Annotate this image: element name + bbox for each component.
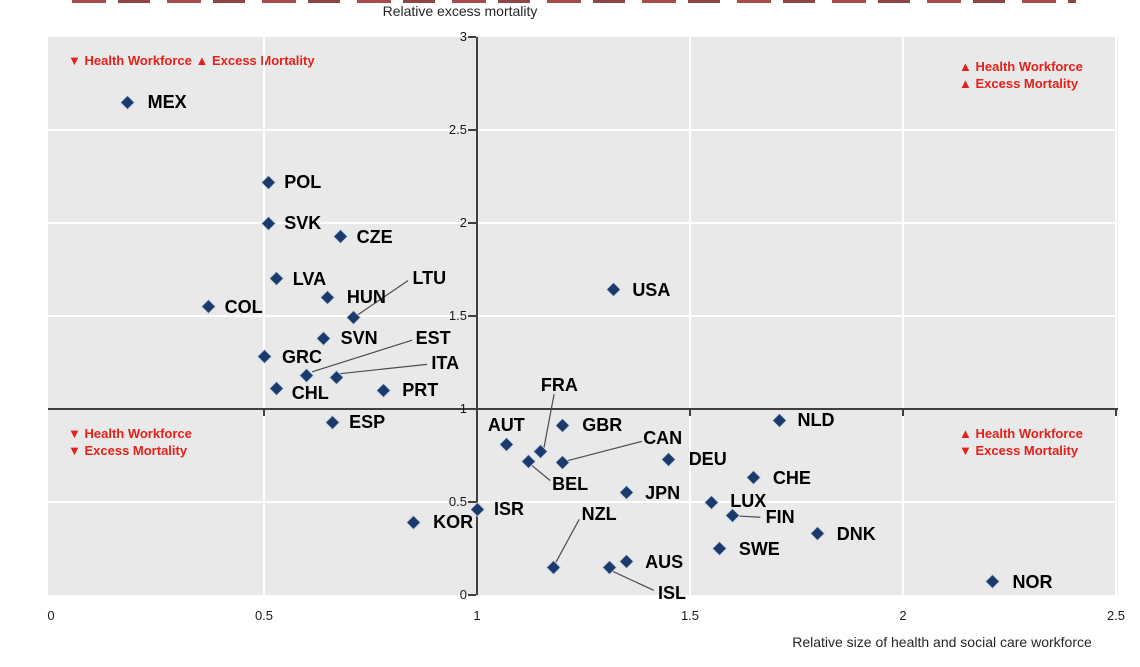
x-tick-label: 1.5 xyxy=(680,608,700,623)
point-label-CZE: CZE xyxy=(356,227,393,248)
x-axis-line xyxy=(48,408,1118,410)
point-label-MEX: MEX xyxy=(147,92,187,113)
point-label-CHL: CHL xyxy=(291,382,329,403)
y-axis-tick xyxy=(468,36,476,38)
point-label-POL: POL xyxy=(284,172,322,193)
y-tick-label: 0 xyxy=(459,587,467,602)
quadrant-label-top-left: ▼ Health Workforce ▲ Excess Mortality xyxy=(68,52,315,69)
point-label-ISR: ISR xyxy=(494,499,525,520)
x-axis-tick xyxy=(689,409,691,416)
y-tick-label: 1 xyxy=(459,401,467,416)
point-label-NLD: NLD xyxy=(797,410,835,431)
point-label-NZL: NZL xyxy=(581,504,617,525)
point-label-JPN: JPN xyxy=(645,482,681,503)
y-axis-tick xyxy=(468,315,476,317)
x-axis-tick xyxy=(1115,409,1117,416)
grid-line-horizontal xyxy=(48,222,1118,224)
point-label-FRA: FRA xyxy=(540,374,578,395)
x-axis-tick xyxy=(263,409,265,416)
point-label-ISL: ISL xyxy=(658,583,687,604)
point-label-DEU: DEU xyxy=(688,449,727,470)
grid-line-horizontal xyxy=(48,315,1118,317)
leader-line-NZL xyxy=(555,519,580,563)
point-label-FIN: FIN xyxy=(765,507,795,528)
leader-line-ITA xyxy=(339,363,428,375)
y-axis-line xyxy=(476,37,478,595)
leader-line-EST xyxy=(311,339,413,373)
point-label-SWE: SWE xyxy=(738,538,780,559)
grid-line-horizontal xyxy=(48,501,1118,503)
point-label-SVN: SVN xyxy=(340,328,378,349)
y-axis-tick xyxy=(468,222,476,224)
y-axis-title: Relative excess mortality xyxy=(382,3,538,19)
x-axis-title: Relative size of health and social care … xyxy=(792,634,1092,650)
point-label-KOR: KOR xyxy=(433,512,474,533)
y-tick-label: 2 xyxy=(459,215,467,230)
point-label-GBR: GBR xyxy=(582,414,623,435)
y-tick-label: 3 xyxy=(459,29,467,44)
point-label-ITA: ITA xyxy=(431,353,460,374)
plot-area: ▼ Health Workforce ▲ Excess Mortality ▲ … xyxy=(48,29,1118,603)
point-label-NOR: NOR xyxy=(1012,571,1053,592)
leader-line-CAN xyxy=(565,440,643,462)
point-label-CHE: CHE xyxy=(772,467,811,488)
quadrant-label-top-right: ▲ Health Workforce ▲ Excess Mortality xyxy=(959,58,1083,92)
x-tick-label: 0 xyxy=(47,608,55,623)
y-tick-label: 0.5 xyxy=(448,494,467,509)
point-label-AUT: AUT xyxy=(487,415,525,436)
leader-line-FRA xyxy=(543,394,555,449)
quadrant-label-text: ▲ Health Workforce xyxy=(959,59,1083,74)
quadrant-label-text: ▲ Health Workforce xyxy=(959,426,1083,441)
point-label-GRC: GRC xyxy=(282,346,322,367)
x-tick-label: 1 xyxy=(473,608,481,623)
quadrant-label-text: ▼ Health Workforce ▲ Excess Mortality xyxy=(68,53,315,68)
point-label-COL: COL xyxy=(224,296,263,317)
x-tick-label: 0.5 xyxy=(254,608,274,623)
leader-line-BEL xyxy=(530,464,551,482)
point-label-LTU: LTU xyxy=(412,267,447,288)
point-label-USA: USA xyxy=(632,279,671,300)
x-tick-label: 2 xyxy=(899,608,907,623)
quadrant-label-text: ▼ Health Workforce xyxy=(68,426,192,441)
leader-line-FIN xyxy=(736,515,761,518)
x-tick-label: 2.5 xyxy=(1106,608,1126,623)
y-tick-label: 2.5 xyxy=(448,122,467,137)
leader-line-LTU xyxy=(355,280,409,317)
point-label-PRT: PRT xyxy=(402,380,439,401)
quadrant-label-bottom-right: ▲ Health Workforce ▼ Excess Mortality xyxy=(959,425,1083,459)
point-label-HUN: HUN xyxy=(346,287,386,308)
x-axis-tick xyxy=(902,409,904,416)
point-label-ESP: ESP xyxy=(349,412,386,433)
quadrant-label-text: ▼ Excess Mortality xyxy=(68,443,188,458)
grid-line-horizontal xyxy=(48,129,1118,131)
point-label-BEL: BEL xyxy=(552,474,589,495)
point-label-LUX: LUX xyxy=(730,491,767,511)
quadrant-label-bottom-left: ▼ Health Workforce ▼ Excess Mortality xyxy=(68,425,192,459)
y-axis-tick xyxy=(468,501,476,503)
y-axis-tick xyxy=(468,594,476,596)
leader-lines-layer xyxy=(311,280,761,591)
quadrant-label-text: ▲ Excess Mortality xyxy=(959,76,1079,91)
point-label-LVA: LVA xyxy=(292,268,327,289)
y-axis-tick xyxy=(468,129,476,131)
point-label-SVK: SVK xyxy=(284,213,322,233)
quadrant-label-text: ▼ Excess Mortality xyxy=(959,443,1079,458)
point-label-EST: EST xyxy=(415,327,451,348)
leader-line-ISL xyxy=(610,569,655,591)
y-tick-label: 1.5 xyxy=(448,308,467,323)
point-label-AUS: AUS xyxy=(645,551,684,572)
clipped-title-strip xyxy=(72,0,1076,3)
point-label-CAN: CAN xyxy=(643,427,683,448)
point-label-DNK: DNK xyxy=(836,523,876,544)
